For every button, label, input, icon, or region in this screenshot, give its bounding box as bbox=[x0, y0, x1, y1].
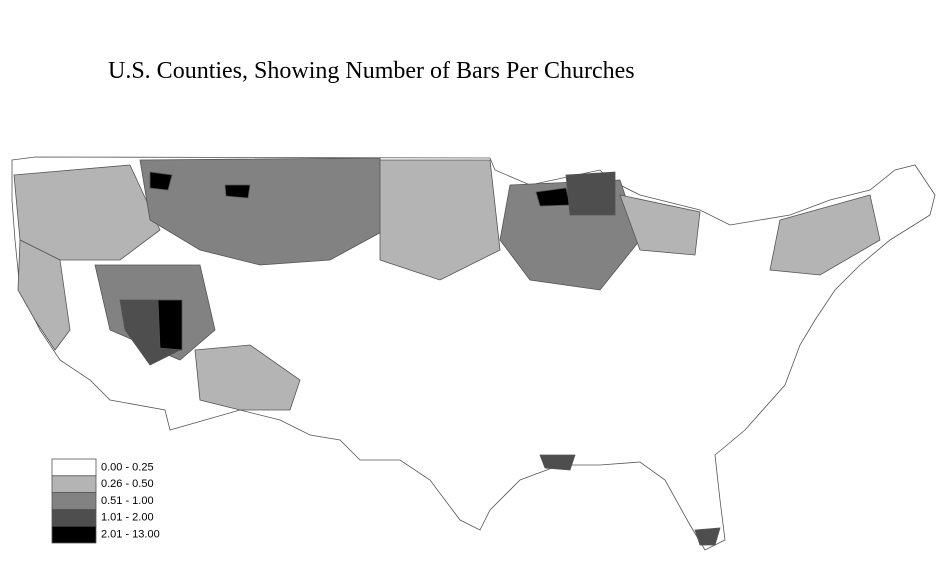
region-montana-dark bbox=[149, 171, 173, 191]
legend-swatch bbox=[51, 475, 97, 493]
region-southwest bbox=[194, 344, 301, 411]
legend-label: 1.01 - 2.00 bbox=[101, 512, 154, 524]
legend-swatch bbox=[51, 458, 97, 477]
region-plains bbox=[379, 159, 501, 281]
legend-label: 0.26 - 0.50 bbox=[101, 478, 154, 490]
region-northeast bbox=[769, 194, 881, 276]
us-map bbox=[11, 156, 936, 551]
region-coast-ca bbox=[17, 239, 71, 351]
legend: 0.00 - 0.25 0.26 - 0.50 0.51 - 1.00 1.01 - … bbox=[51, 458, 160, 544]
legend-swatch bbox=[51, 492, 97, 510]
legend-label: 0.00 - 0.25 bbox=[101, 461, 154, 473]
legend-swatch bbox=[51, 525, 97, 544]
region-montana-dark-2 bbox=[224, 184, 251, 199]
legend-swatch bbox=[51, 508, 97, 527]
region-nevada-dark bbox=[157, 299, 183, 351]
region-great-lakes bbox=[619, 194, 701, 256]
region-minnesota bbox=[565, 171, 616, 216]
legend-label: 0.51 - 1.00 bbox=[101, 495, 154, 507]
legend-label: 2.01 - 13.00 bbox=[101, 529, 160, 541]
region-florida-keys bbox=[694, 527, 721, 546]
region-gulf bbox=[539, 454, 576, 471]
map-title: U.S. Counties, Showing Number of Bars Pe… bbox=[108, 58, 635, 84]
